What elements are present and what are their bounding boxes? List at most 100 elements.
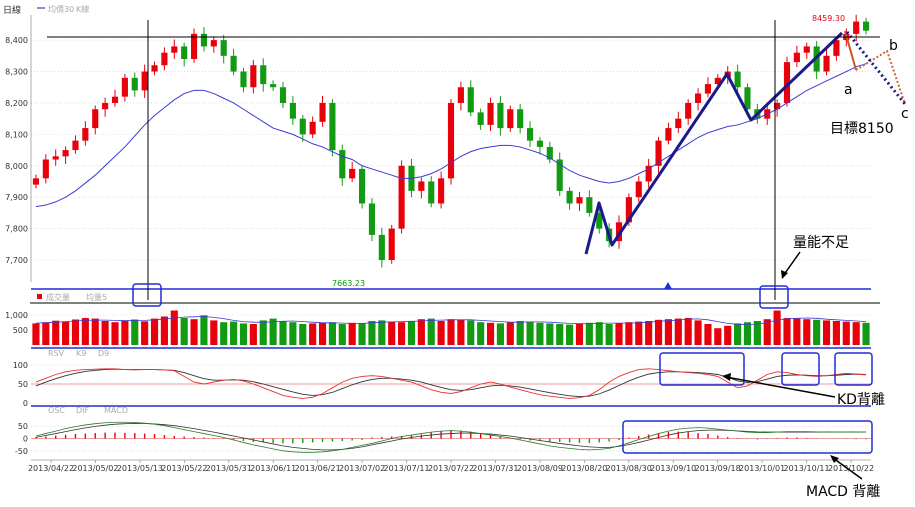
volume-bar	[783, 318, 791, 345]
kd-legend-rsv: RSV	[48, 349, 65, 358]
x-tick-label: 2013/07/22	[428, 464, 474, 473]
volume-bar	[180, 318, 188, 345]
volume-bar	[743, 322, 752, 345]
candle-body	[694, 93, 702, 103]
volume-bar	[763, 319, 771, 345]
candle-body	[319, 102, 326, 122]
volume-bar	[546, 323, 554, 345]
candle-body	[358, 168, 366, 204]
candle-body	[487, 102, 494, 125]
kd-highlight-box-1	[659, 352, 745, 386]
volume-bar	[91, 318, 99, 345]
kd-y-tick-label: 0	[23, 399, 28, 408]
high-price-label: 8459.30	[812, 14, 845, 23]
price-y-tick-label: 8,400	[5, 36, 28, 45]
candle-body	[82, 128, 89, 141]
volume-bar	[348, 322, 356, 345]
candle-body	[62, 150, 69, 157]
x-tick-label: 2013/05/22	[161, 464, 207, 473]
volume-bar	[417, 319, 425, 345]
candle-body	[853, 21, 860, 34]
x-tick-label: 2013/07/02	[339, 464, 385, 473]
price-y-tick-label: 8,300	[5, 68, 28, 77]
volume-bar	[32, 323, 40, 345]
x-tick-label: 2013/08/30	[606, 464, 652, 473]
price-panel-title: 日線	[3, 4, 21, 16]
candle-body	[793, 52, 800, 63]
candle-body	[685, 102, 692, 119]
volume-bar	[694, 320, 702, 345]
macd-dif-line	[35, 421, 867, 453]
candle-body	[783, 62, 791, 103]
candle-body	[507, 109, 514, 129]
volume-bar	[842, 321, 850, 345]
x-tick-label: 2013/05/13	[117, 464, 163, 473]
volume-bar	[516, 321, 524, 345]
macd-divergence-label: MACD 背離	[806, 483, 880, 500]
kd-arrow-line	[725, 376, 836, 398]
candle-body	[803, 46, 810, 53]
volume-bar	[822, 320, 831, 345]
x-tick-label: 2013/10/22	[828, 464, 874, 473]
volume-bar	[536, 322, 544, 345]
volume-bar	[595, 322, 603, 345]
volume-bar	[309, 323, 317, 345]
volume-bar	[42, 322, 50, 345]
volume-bar	[62, 321, 70, 345]
candle-body	[368, 203, 376, 235]
volume-bar	[299, 324, 307, 345]
candle-body	[457, 87, 464, 103]
volume-bar	[793, 318, 801, 345]
volume-bar	[52, 320, 60, 345]
candle-body	[536, 140, 544, 147]
candle-body	[52, 156, 59, 160]
marks-layer	[32, 14, 870, 453]
volume-bar	[467, 320, 475, 345]
volume-bar	[328, 322, 336, 345]
candle-body	[635, 181, 642, 198]
volume-bar	[141, 321, 149, 345]
macd-arrow-line	[832, 457, 863, 480]
macd-y-tick-label: 50	[18, 422, 28, 431]
volume-bar	[496, 323, 504, 345]
volume-bar	[654, 319, 663, 345]
price-y-tick-label: 7,800	[5, 225, 28, 234]
candle-body	[734, 71, 741, 88]
candle-body	[141, 71, 148, 91]
candle-body	[220, 40, 227, 56]
candle-body	[566, 190, 573, 204]
candle-body	[428, 181, 435, 204]
candle-body	[497, 102, 504, 129]
volume-legend-vol: 成交量	[46, 292, 70, 302]
candle-body	[289, 102, 296, 119]
volume-bar	[239, 323, 248, 345]
candle-body	[586, 197, 593, 213]
volume-bar	[230, 321, 238, 345]
candle-body	[111, 96, 119, 103]
kd-k9-line	[35, 368, 867, 399]
candle-body	[477, 112, 484, 125]
candle-body	[279, 87, 287, 103]
volume-bar	[753, 321, 761, 345]
point-c-label: c	[901, 106, 909, 122]
volume-bar	[575, 323, 584, 345]
candle-body	[388, 228, 395, 261]
candle-body	[823, 55, 830, 72]
candle-body	[447, 102, 455, 179]
macd-legend-osc: OSC	[48, 406, 65, 415]
x-tick-label: 2013/05/31	[206, 464, 252, 473]
candle-body	[596, 212, 603, 229]
volume-bar	[457, 319, 465, 345]
price-y-tick-label: 8,100	[5, 130, 28, 139]
x-tick-label: 2013/06/21	[295, 464, 341, 473]
volume-bar	[101, 321, 109, 345]
kd-y-tick-label: 50	[18, 380, 28, 389]
ma-legend-swatch	[37, 7, 45, 9]
annotations-layer: 日線 均價30 K線 成交量 均量5 RSV K9 D9 OSC DIF MAC…	[3, 4, 909, 500]
candle-body	[774, 102, 781, 110]
volume-bar	[734, 323, 742, 345]
volume-bar	[447, 319, 455, 345]
kd-highlight-box-2	[781, 352, 820, 386]
candle-body	[675, 118, 682, 129]
